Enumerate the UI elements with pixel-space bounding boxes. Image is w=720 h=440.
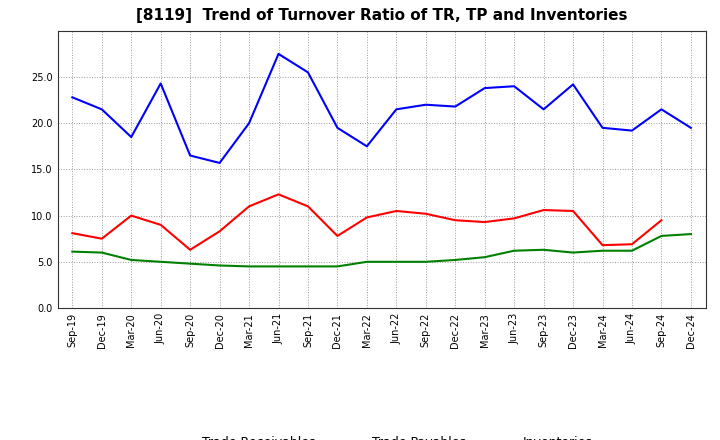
Trade Receivables <box>245 204 253 209</box>
Trade Payables <box>451 104 459 109</box>
Trade Receivables <box>392 208 400 213</box>
Trade Payables <box>68 95 76 100</box>
Trade Receivables <box>421 211 430 216</box>
Trade Receivables <box>127 213 135 218</box>
Inventories <box>363 259 372 264</box>
Trade Receivables <box>333 233 342 238</box>
Line: Inventories: Inventories <box>72 234 691 266</box>
Trade Receivables <box>510 216 518 221</box>
Inventories <box>451 257 459 263</box>
Line: Trade Receivables: Trade Receivables <box>72 194 662 250</box>
Trade Payables <box>628 128 636 133</box>
Trade Receivables <box>539 207 548 213</box>
Inventories <box>245 264 253 269</box>
Trade Receivables <box>274 192 283 197</box>
Inventories <box>97 250 106 255</box>
Trade Receivables <box>628 242 636 247</box>
Trade Receivables <box>598 242 607 248</box>
Trade Payables <box>186 153 194 158</box>
Trade Receivables <box>68 231 76 236</box>
Trade Payables <box>421 102 430 107</box>
Trade Payables <box>156 81 165 86</box>
Inventories <box>274 264 283 269</box>
Trade Payables <box>539 106 548 112</box>
Inventories <box>657 233 666 238</box>
Inventories <box>628 248 636 253</box>
Trade Receivables <box>304 204 312 209</box>
Trade Payables <box>274 51 283 56</box>
Inventories <box>687 231 696 237</box>
Inventories <box>510 248 518 253</box>
Inventories <box>156 259 165 264</box>
Inventories <box>127 257 135 263</box>
Trade Payables <box>392 106 400 112</box>
Trade Receivables <box>215 229 224 234</box>
Inventories <box>480 254 489 260</box>
Trade Payables <box>510 84 518 89</box>
Trade Receivables <box>97 236 106 241</box>
Trade Receivables <box>186 247 194 253</box>
Inventories <box>304 264 312 269</box>
Trade Payables <box>215 160 224 165</box>
Line: Trade Payables: Trade Payables <box>72 54 691 163</box>
Trade Receivables <box>363 215 372 220</box>
Trade Payables <box>97 106 106 112</box>
Inventories <box>186 261 194 266</box>
Trade Receivables <box>480 220 489 225</box>
Trade Payables <box>245 121 253 126</box>
Trade Payables <box>687 125 696 130</box>
Trade Payables <box>333 125 342 130</box>
Inventories <box>392 259 400 264</box>
Inventories <box>569 250 577 255</box>
Trade Receivables <box>451 217 459 223</box>
Inventories <box>68 249 76 254</box>
Trade Payables <box>304 70 312 75</box>
Trade Receivables <box>657 217 666 223</box>
Inventories <box>539 247 548 253</box>
Trade Payables <box>363 143 372 149</box>
Inventories <box>333 264 342 269</box>
Trade Payables <box>598 125 607 130</box>
Inventories <box>598 248 607 253</box>
Legend: Trade Receivables, Trade Payables, Inventories: Trade Receivables, Trade Payables, Inven… <box>166 431 597 440</box>
Trade Payables <box>657 106 666 112</box>
Trade Payables <box>127 134 135 139</box>
Inventories <box>215 263 224 268</box>
Trade Receivables <box>569 208 577 213</box>
Title: [8119]  Trend of Turnover Ratio of TR, TP and Inventories: [8119] Trend of Turnover Ratio of TR, TP… <box>136 7 627 23</box>
Inventories <box>421 259 430 264</box>
Trade Receivables <box>156 222 165 227</box>
Trade Payables <box>569 82 577 87</box>
Trade Payables <box>480 85 489 91</box>
